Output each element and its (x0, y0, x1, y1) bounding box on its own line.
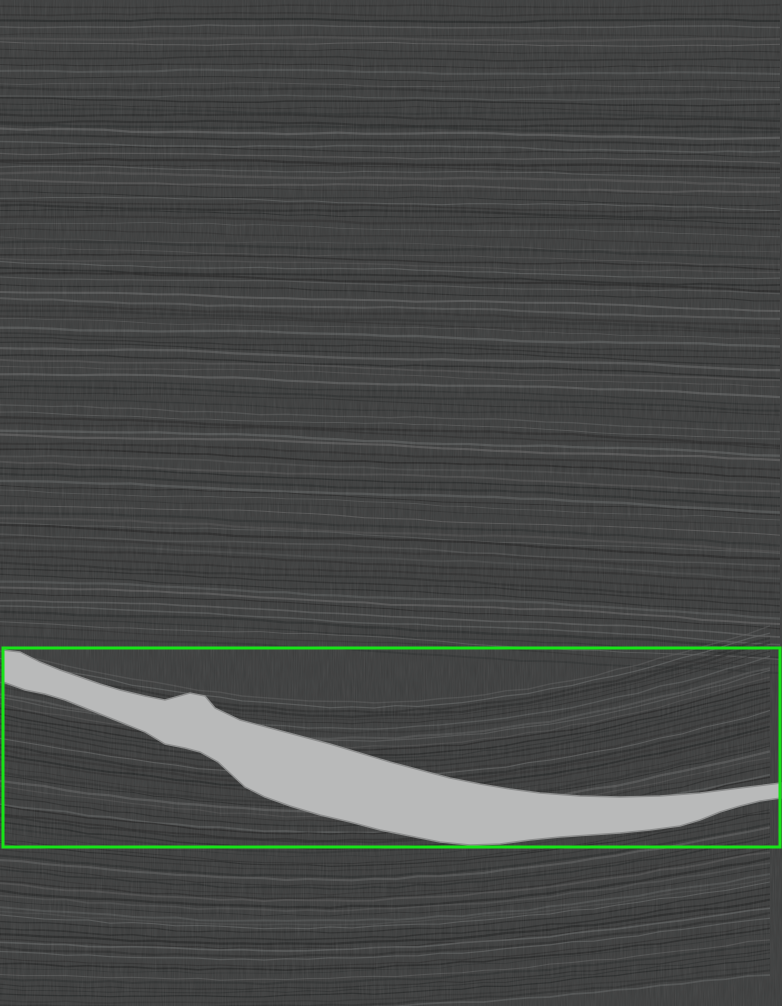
highlight-box (1, 646, 782, 849)
salt-body (2, 649, 782, 846)
